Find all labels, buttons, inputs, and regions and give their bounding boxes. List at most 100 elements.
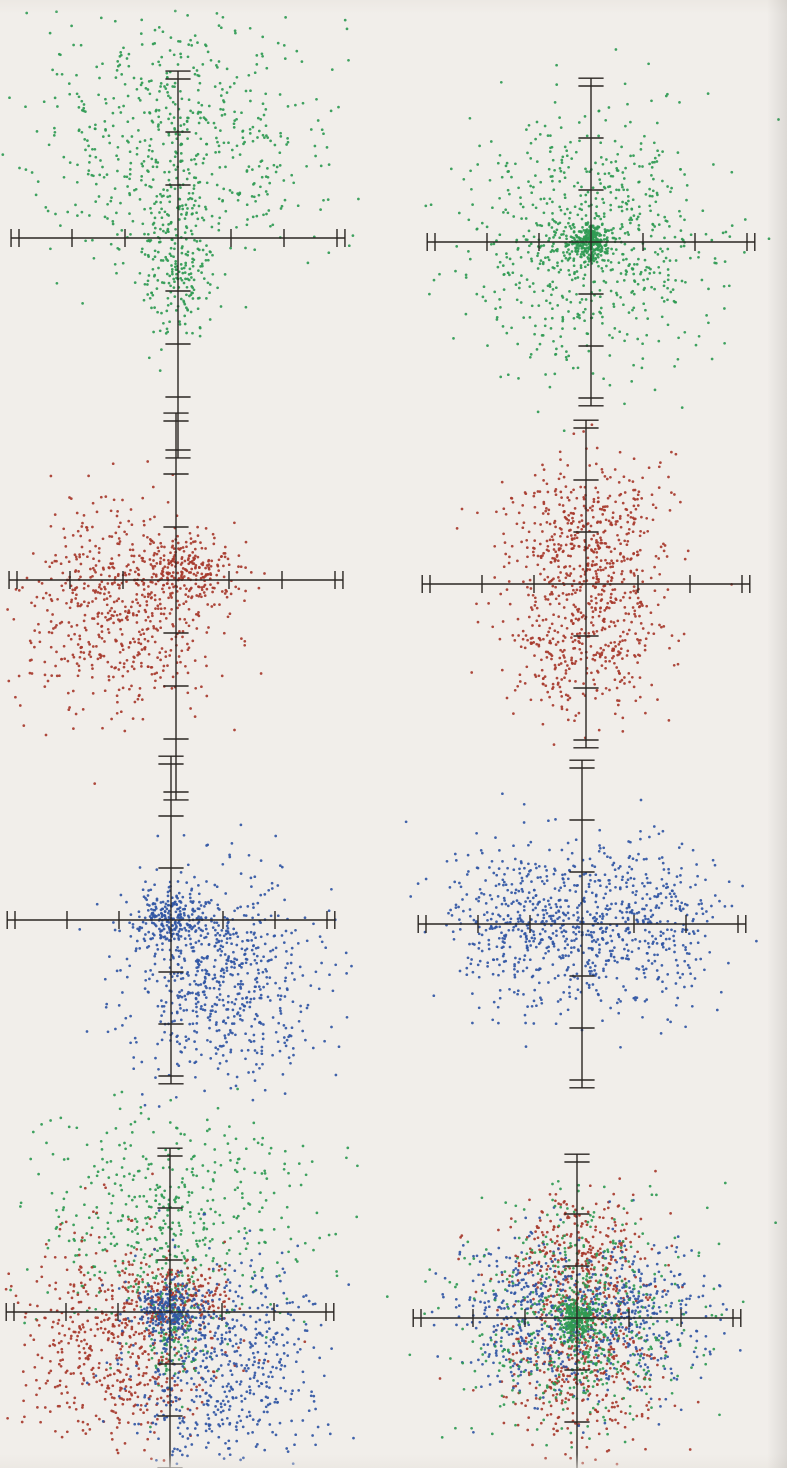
scatter-point (184, 998, 188, 1001)
scatter-point (147, 274, 151, 277)
scatter-point (186, 55, 190, 59)
scatter-point (623, 339, 626, 343)
scatter-point (191, 639, 195, 643)
scatter-point (543, 595, 547, 598)
scatter-point (459, 885, 463, 889)
scatter-point (533, 888, 536, 892)
scatter-point (181, 630, 185, 633)
scatter-point (642, 531, 646, 535)
scatter-point (621, 200, 624, 204)
scatter-point (166, 894, 170, 898)
scatter-point (597, 500, 600, 504)
scatter-point (126, 611, 130, 615)
scatter-point (149, 185, 153, 189)
scatter-point (632, 552, 635, 556)
scatter-point (498, 996, 502, 1000)
scatter-point (584, 193, 588, 197)
scatter-point (54, 212, 57, 216)
scatter-point (133, 700, 137, 704)
scatter-point (179, 1018, 183, 1022)
scatter-point (60, 584, 64, 588)
scatter-point (247, 165, 251, 168)
scatter-point (605, 885, 608, 889)
scatter-point (581, 226, 584, 229)
scatter-point (170, 582, 174, 586)
scatter-point (214, 1023, 218, 1026)
scatter-point (516, 559, 519, 563)
scatter-point (641, 342, 644, 346)
scatter-point (631, 516, 635, 520)
scatter-point (777, 118, 780, 121)
scatter-point (525, 937, 529, 941)
scatter-point (227, 994, 230, 998)
scatter-point (643, 648, 647, 652)
scatter-point (324, 946, 328, 950)
scatter-point (202, 957, 206, 960)
scatter-point (155, 671, 159, 675)
scatter-point (663, 215, 667, 219)
scatter-point (323, 1039, 326, 1043)
scatter-point (194, 224, 198, 228)
scatter-point (185, 331, 188, 335)
scatter-point (501, 792, 504, 796)
scatter-point (574, 591, 577, 595)
scatter-point (249, 930, 253, 934)
scatter-point (567, 498, 571, 502)
scatter-point (553, 976, 557, 980)
scatter-point (135, 593, 139, 596)
scatter-point (195, 1005, 198, 1009)
scatter-point (596, 255, 600, 259)
scatter-point (646, 277, 649, 281)
scatter-point (158, 597, 162, 601)
scatter-point (524, 565, 528, 569)
scatter-point (233, 966, 236, 969)
scatter-point (599, 999, 603, 1002)
scatter-point (574, 617, 578, 621)
scatter-point (557, 477, 561, 481)
scatter-point (652, 271, 656, 274)
scatter-point (633, 653, 636, 657)
scatter-point (618, 236, 621, 240)
scatter-point (603, 584, 607, 588)
scatter-point (165, 582, 169, 585)
scatter-point (603, 505, 607, 508)
scatter-point (167, 596, 170, 600)
scatter-point (187, 191, 191, 195)
scatter-point (156, 250, 160, 254)
scatter-point (186, 992, 190, 996)
scatter-point (67, 621, 71, 624)
scatter-point (506, 188, 510, 192)
scatter-point (685, 184, 689, 187)
scatter-point (631, 289, 635, 293)
scatter-point (163, 914, 167, 918)
scatter-point (619, 634, 622, 638)
scatter-point (573, 533, 577, 537)
axes (8, 412, 344, 801)
scatter-point (154, 1056, 157, 1060)
scatter-point (91, 238, 94, 242)
scatter-point (575, 252, 579, 256)
scatter-point (173, 242, 177, 245)
scatter-point (530, 641, 534, 645)
scatter-point (556, 559, 560, 563)
scatter-point (88, 154, 92, 158)
scatter-point (268, 999, 272, 1002)
scatter-point (548, 285, 552, 288)
scatter-point (571, 613, 575, 617)
scatter-point (569, 554, 572, 558)
scatter-point (159, 607, 163, 611)
scatter-point (162, 612, 166, 616)
scatter-point (477, 941, 481, 945)
scatter-point (235, 144, 239, 148)
scatter-point (186, 691, 190, 695)
scatter-point (514, 888, 518, 892)
scatter-point (556, 264, 559, 268)
scatter-point (521, 526, 525, 530)
scatter-point (649, 209, 652, 213)
scatter-point (529, 141, 533, 145)
scatter-point (97, 559, 101, 563)
scatter-point (191, 618, 195, 622)
scatter-point (185, 226, 189, 230)
scatter-point (569, 978, 572, 981)
scatter-point (592, 534, 596, 537)
